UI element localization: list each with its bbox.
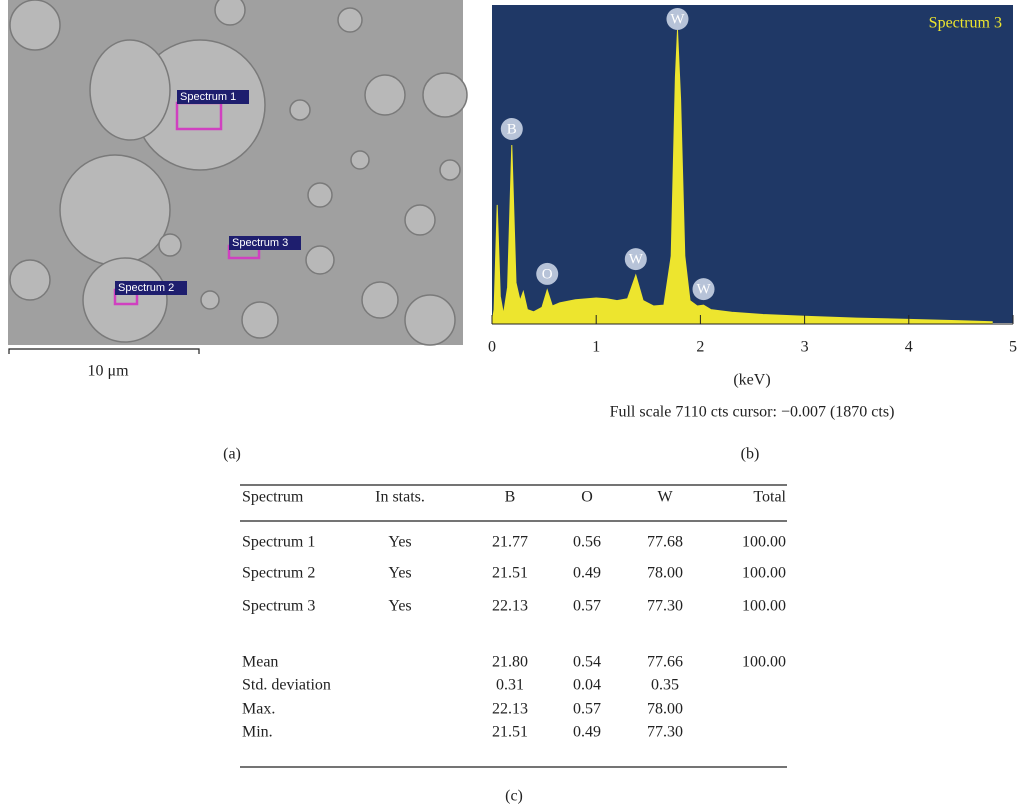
region-label: Spectrum 1 xyxy=(180,91,236,103)
table-cell: 0.56 xyxy=(573,534,601,551)
peak-label: B xyxy=(507,121,517,137)
plot-background xyxy=(492,5,1013,323)
table-cell: 77.30 xyxy=(647,598,683,615)
column-header: In stats. xyxy=(375,489,425,506)
table-cell: 21.80 xyxy=(492,654,528,671)
stat-label: Std. deviation xyxy=(242,677,331,694)
table-cell: 0.57 xyxy=(573,701,601,718)
table-cell: 100.00 xyxy=(742,654,786,671)
scale-bar xyxy=(9,349,199,354)
x-tick-label: 4 xyxy=(905,339,913,356)
table-cell: 77.30 xyxy=(647,724,683,741)
stat-label: Max. xyxy=(242,701,275,718)
panel-label: (a) xyxy=(223,446,241,463)
panel-label: (b) xyxy=(741,446,760,463)
peak-label: O xyxy=(542,266,553,282)
peak-label: W xyxy=(670,11,685,27)
table-cell: 0.54 xyxy=(573,654,601,671)
table-cell: 78.00 xyxy=(647,701,683,718)
page: Spectrum 1 Spectrum 2 Spectrum 3 10 μm (… xyxy=(0,0,1019,808)
region-label: Spectrum 3 xyxy=(232,237,288,249)
region-label: Spectrum 2 xyxy=(118,282,174,294)
table-cell: Spectrum 3 xyxy=(242,598,315,615)
figure: Spectrum 1 Spectrum 2 Spectrum 3 10 μm (… xyxy=(0,0,1019,808)
chart-title: Spectrum 3 xyxy=(929,15,1002,32)
column-header: O xyxy=(581,489,593,506)
table-cell: Yes xyxy=(388,565,411,582)
x-tick-label: 2 xyxy=(696,339,704,356)
table-cell: 21.51 xyxy=(492,724,528,741)
table: Spectrum In stats. B O W Total Spectrum 1 Yes 21… xyxy=(240,485,787,805)
table-cell: 0.49 xyxy=(573,565,601,582)
table-cell: 100.00 xyxy=(742,534,786,551)
table-cell: 22.13 xyxy=(492,598,528,615)
table-cell: Yes xyxy=(388,598,411,615)
stat-label: Min. xyxy=(242,724,273,741)
column-header: Spectrum xyxy=(242,489,304,506)
column-header: W xyxy=(657,489,673,506)
table-cell: 0.57 xyxy=(573,598,601,615)
table-cell: 0.31 xyxy=(496,677,524,694)
table-cell: Spectrum 2 xyxy=(242,565,315,582)
x-tick-label: 5 xyxy=(1009,339,1017,356)
panel-label: (c) xyxy=(505,788,523,805)
chart-caption: Full scale 7110 cts cursor: −0.007 (1870… xyxy=(610,404,895,421)
peak-label: W xyxy=(629,252,644,268)
table-cell: 77.66 xyxy=(647,654,683,671)
column-header: Total xyxy=(753,489,786,506)
table-cell: 78.00 xyxy=(647,565,683,582)
table-cell: 0.04 xyxy=(573,677,601,694)
table-cell: Yes xyxy=(388,534,411,551)
table-cell: 77.68 xyxy=(647,534,683,551)
x-axis-label: (keV) xyxy=(733,372,770,389)
table-cell: 22.13 xyxy=(492,701,528,718)
table-cell: 21.77 xyxy=(492,534,528,551)
x-tick-label: 3 xyxy=(801,339,809,356)
scale-label: 10 μm xyxy=(87,363,129,380)
table-cell: 100.00 xyxy=(742,565,786,582)
x-tick-label: 1 xyxy=(592,339,600,356)
peak-label: W xyxy=(696,282,711,298)
x-tick-label: 0 xyxy=(488,339,496,356)
sem-image: Spectrum 1 Spectrum 2 Spectrum 3 xyxy=(8,0,467,345)
column-header: B xyxy=(505,489,516,506)
table-cell: Spectrum 1 xyxy=(242,534,315,551)
spectrum-chart: Spectrum 3 B O W W W 0 1 2 3 4 5 (keV) Full scale 711… xyxy=(488,5,1017,463)
table-cell: 0.35 xyxy=(651,677,679,694)
table-cell: 0.49 xyxy=(573,724,601,741)
table-cell: 100.00 xyxy=(742,598,786,615)
table-cell: 21.51 xyxy=(492,565,528,582)
stat-label: Mean xyxy=(242,654,278,671)
